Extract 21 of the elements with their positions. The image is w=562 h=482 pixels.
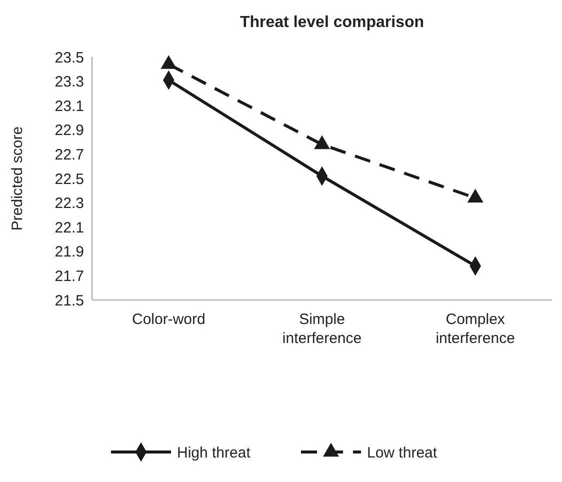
y-tick-label: 22.1	[54, 219, 84, 236]
point	[467, 188, 484, 203]
point	[160, 55, 177, 69]
y-tick-label: 22.3	[54, 195, 84, 212]
x-tick-label: Simple interference	[282, 311, 362, 347]
y-tick-label: 22.5	[54, 170, 84, 188]
y-tick-label: 21.5	[54, 292, 84, 310]
y-tick-label: 21.9	[54, 244, 84, 261]
legend-label: High threat	[177, 444, 252, 462]
y-tick-label: 22.9	[54, 122, 84, 140]
chart-title: Threat level comparison	[240, 14, 424, 31]
y-tick-label: 22.7	[54, 146, 84, 164]
x-tick-label: Complex interference	[436, 311, 515, 347]
point	[314, 135, 330, 150]
y-tick-label: 23.5	[54, 49, 84, 66]
y-axis-title: Predicted score	[9, 126, 26, 231]
y-tick-label: 21.7	[54, 268, 84, 285]
x-tick-label: Color-word	[132, 311, 206, 328]
y-tick-label: 23.3	[54, 74, 84, 91]
y-tick-label: 23.1	[54, 98, 84, 115]
legend-label: Low threat	[367, 444, 438, 462]
